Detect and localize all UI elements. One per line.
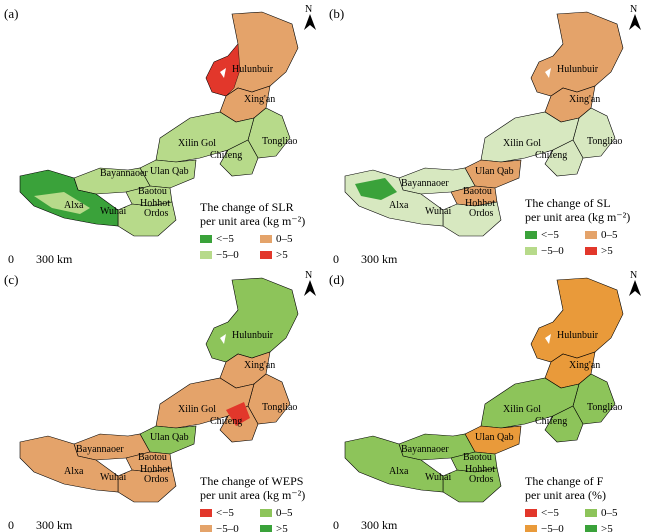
city-label: Baotou bbox=[463, 186, 492, 197]
city-label: Hohhot bbox=[465, 464, 495, 475]
map-c: Hulunbuir Xing'an Tongliao Xilin Gol Chi… bbox=[19, 277, 299, 503]
north-arrow-icon: N bbox=[626, 4, 644, 30]
panel-a: Hulunbuir Xing'an Tongliao Xilin Gol Chi… bbox=[0, 0, 325, 266]
city-label: Xing'an bbox=[244, 360, 275, 371]
city-label: Hohhot bbox=[140, 464, 170, 475]
city-label: Hulunbuir bbox=[232, 64, 274, 75]
panel-c: Hulunbuir Xing'an Tongliao Xilin Gol Chi… bbox=[0, 266, 325, 532]
city-label: Ulan Qab bbox=[475, 432, 514, 443]
city-label: Tongliao bbox=[262, 136, 297, 147]
city-label: Ulan Qab bbox=[475, 166, 514, 177]
city-label: Xilin Gol bbox=[503, 404, 541, 415]
city-label: Alxa bbox=[389, 466, 409, 477]
city-label: Baotou bbox=[138, 452, 167, 463]
legend-subtitle: per unit area (kg m⁻²) bbox=[525, 210, 631, 224]
legend-item: >5 bbox=[585, 522, 645, 532]
city-label: Chifeng bbox=[210, 416, 242, 427]
city-label: Xing'an bbox=[569, 360, 600, 371]
city-label: Wuhai bbox=[100, 472, 126, 483]
city-label: Ulan Qab bbox=[150, 166, 189, 177]
city-label: Xilin Gol bbox=[178, 404, 216, 415]
city-label: Chifeng bbox=[535, 416, 567, 427]
city-label: Bayannaoer bbox=[76, 444, 124, 455]
city-label: Alxa bbox=[389, 200, 409, 211]
legend-subtitle: per unit area (%) bbox=[525, 488, 606, 502]
legend-item: −5–0 bbox=[525, 522, 585, 532]
map-a: Hulunbuir Xing'an Tongliao Xilin Gol Chi… bbox=[19, 11, 299, 237]
panel-b: Hulunbuir Xing'an Tongliao Xilin Gol Chi… bbox=[325, 0, 650, 266]
city-label: Ordos bbox=[469, 208, 494, 219]
city-label: Chifeng bbox=[210, 150, 242, 161]
panel-label: (c) bbox=[4, 272, 19, 287]
city-label: Xilin Gol bbox=[178, 138, 216, 149]
city-label: Tongliao bbox=[587, 136, 622, 147]
north-arrow-icon: N bbox=[301, 4, 319, 30]
legend-subtitle: per unit area (kg m⁻²) bbox=[200, 214, 306, 228]
legend-item: <−5 bbox=[525, 228, 585, 242]
map-b: Hulunbuir Xing'an Tongliao Xilin Gol Chi… bbox=[344, 11, 624, 237]
city-label: Xing'an bbox=[244, 94, 275, 105]
legend-title: The change of SLR bbox=[200, 200, 294, 214]
city-label: Hulunbuir bbox=[557, 330, 599, 341]
panel-label: (b) bbox=[329, 6, 345, 21]
city-label: Bayannaoer bbox=[401, 178, 449, 189]
city-label: Ordos bbox=[144, 208, 169, 219]
panel-label: (d) bbox=[329, 272, 345, 287]
city-label: Hohhot bbox=[465, 198, 495, 209]
city-label: Wuhai bbox=[425, 472, 451, 483]
legend-item: −5–0 bbox=[200, 522, 260, 532]
map-d: Hulunbuir Xing'an Tongliao Xilin Gol Chi… bbox=[344, 277, 624, 503]
north-arrow-icon: N bbox=[626, 270, 644, 296]
legend-item: −5–0 bbox=[200, 248, 260, 262]
city-label: Ordos bbox=[469, 474, 494, 485]
legend-item: <−5 bbox=[525, 506, 585, 520]
legend-item: 0–5 bbox=[260, 232, 320, 246]
legend-subtitle: per unit area (kg m⁻²) bbox=[200, 488, 306, 502]
panel-d: Hulunbuir Xing'an Tongliao Xilin Gol Chi… bbox=[325, 266, 650, 532]
legend-item: <−5 bbox=[200, 232, 260, 246]
legend-title: The change of WEPS bbox=[200, 474, 304, 488]
city-label: Alxa bbox=[64, 466, 84, 477]
legend-item: 0–5 bbox=[585, 506, 645, 520]
legend-title: The change of SL bbox=[525, 196, 611, 210]
city-label: Hulunbuir bbox=[557, 64, 599, 75]
legend-item: >5 bbox=[260, 248, 320, 262]
city-label: Tongliao bbox=[587, 402, 622, 413]
city-label: Bayannaoer bbox=[401, 444, 449, 455]
legend-item: >5 bbox=[260, 522, 320, 532]
city-label: Baotou bbox=[463, 452, 492, 463]
city-label: Ulan Qab bbox=[150, 432, 189, 443]
city-label: Bayannaoer bbox=[100, 168, 148, 179]
city-label: Tongliao bbox=[262, 402, 297, 413]
legend: The change of SLR per unit area (kg m⁻²)… bbox=[200, 200, 320, 262]
city-label: Ordos bbox=[144, 474, 169, 485]
north-arrow-icon: N bbox=[301, 270, 319, 296]
legend-item: 0–5 bbox=[585, 228, 645, 242]
legend: The change of WEPS per unit area (kg m⁻²… bbox=[200, 474, 320, 532]
city-label: Xilin Gol bbox=[503, 138, 541, 149]
city-label: Baotou bbox=[138, 186, 167, 197]
legend-item: <−5 bbox=[200, 506, 260, 520]
city-label: Alxa bbox=[64, 200, 84, 211]
legend-item: 0–5 bbox=[260, 506, 320, 520]
panel-label: (a) bbox=[4, 6, 19, 21]
legend-title: The change of F bbox=[525, 474, 604, 488]
city-label: Hohhot bbox=[140, 198, 170, 209]
legend: The change of F per unit area (%) <−5 0–… bbox=[525, 474, 645, 532]
city-label: Wuhai bbox=[425, 206, 451, 217]
legend: The change of SL per unit area (kg m⁻²) … bbox=[525, 196, 645, 258]
legend-item: −5–0 bbox=[525, 244, 585, 258]
city-label: Chifeng bbox=[535, 150, 567, 161]
city-label: Xing'an bbox=[569, 94, 600, 105]
legend-item: >5 bbox=[585, 244, 645, 258]
city-label: Wuhai bbox=[100, 206, 126, 217]
city-label: Hulunbuir bbox=[232, 330, 274, 341]
